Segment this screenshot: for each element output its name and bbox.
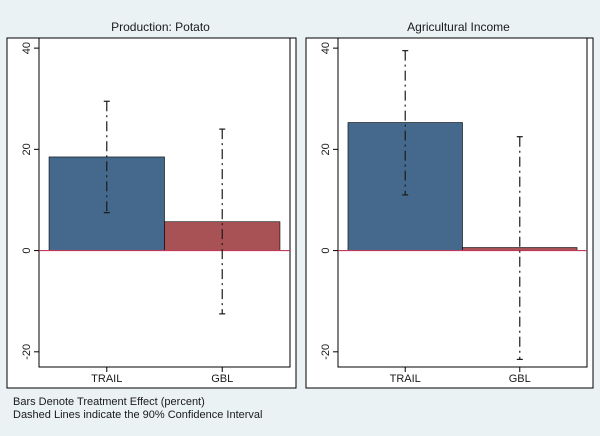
note-bars: Bars Denote Treatment Effect (percent) bbox=[13, 396, 205, 408]
panel2-category-label: TRAIL bbox=[390, 373, 421, 385]
panel1-ytick-label: 40 bbox=[21, 42, 33, 54]
panel2-category-label: GBL bbox=[509, 373, 531, 385]
panel2-title: Agricultural Income bbox=[407, 20, 510, 34]
panel2-ytick-label: 0 bbox=[320, 248, 332, 254]
panel2-plot-area bbox=[337, 37, 588, 368]
panel2-ytick-label: 40 bbox=[320, 42, 332, 54]
panel1-ytick-label: -20 bbox=[21, 344, 33, 360]
panel1-plot-area bbox=[38, 37, 291, 368]
note-ci: Dashed Lines indicate the 90% Confidence… bbox=[13, 409, 263, 421]
panel2-ytick-label: 20 bbox=[320, 143, 332, 155]
panel1-title: Production: Potato bbox=[111, 20, 210, 34]
panel1-category-label: TRAIL bbox=[91, 373, 122, 385]
panel2-ytick-label: -20 bbox=[320, 344, 332, 360]
panel1-ytick-label: 0 bbox=[21, 248, 33, 254]
panel1-category-label: GBL bbox=[211, 373, 233, 385]
panel1-ytick-label: 20 bbox=[21, 143, 33, 155]
